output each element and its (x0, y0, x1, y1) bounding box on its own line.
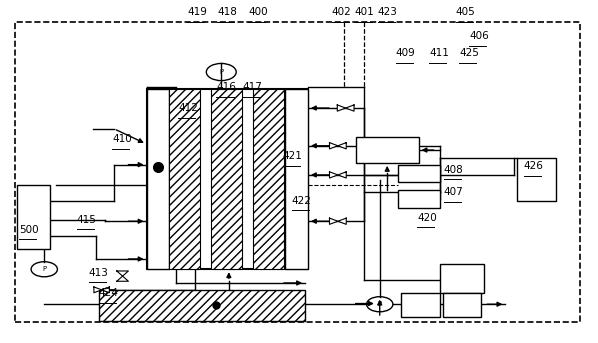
Text: 406: 406 (469, 31, 489, 41)
Text: 400: 400 (248, 7, 268, 17)
Bar (253, 89, 284, 269)
Polygon shape (117, 271, 129, 276)
Polygon shape (329, 218, 338, 224)
Text: 408: 408 (444, 165, 463, 175)
Text: 421: 421 (283, 151, 303, 161)
Text: P: P (378, 301, 382, 307)
Polygon shape (337, 105, 346, 111)
Polygon shape (117, 276, 129, 281)
Polygon shape (338, 172, 346, 178)
Text: 416: 416 (216, 82, 236, 93)
Bar (169, 89, 200, 269)
Bar (211, 89, 242, 269)
Text: 411: 411 (429, 48, 449, 58)
Text: 412: 412 (178, 103, 198, 113)
Polygon shape (329, 172, 338, 178)
Bar (15, 22, 580, 322)
Polygon shape (338, 218, 346, 224)
Text: 419: 419 (187, 7, 207, 17)
Polygon shape (338, 143, 346, 149)
Text: 409: 409 (396, 48, 416, 58)
Polygon shape (94, 287, 102, 293)
Text: 424: 424 (99, 288, 118, 298)
Text: P: P (219, 69, 223, 75)
Bar (443, 293, 481, 317)
Text: 417: 417 (242, 82, 262, 93)
Text: 413: 413 (89, 268, 108, 278)
Polygon shape (329, 143, 338, 149)
Text: 422: 422 (292, 196, 312, 206)
Text: 410: 410 (112, 134, 132, 144)
Bar (147, 89, 169, 269)
Bar (401, 293, 440, 317)
Bar (147, 89, 308, 269)
Bar (356, 137, 419, 163)
Bar (99, 290, 305, 321)
Text: 420: 420 (417, 213, 437, 223)
Bar (440, 264, 484, 293)
Polygon shape (346, 105, 354, 111)
Text: 423: 423 (378, 7, 398, 17)
Text: 425: 425 (459, 48, 479, 58)
Text: 426: 426 (524, 161, 544, 172)
Text: 401: 401 (355, 7, 374, 17)
Bar (285, 89, 308, 269)
Bar (398, 165, 440, 182)
Bar (17, 185, 50, 249)
Polygon shape (102, 287, 109, 293)
Text: 407: 407 (444, 187, 463, 197)
Text: 402: 402 (332, 7, 352, 17)
Text: 415: 415 (77, 214, 96, 225)
Text: 418: 418 (217, 7, 237, 17)
Text: P: P (42, 266, 46, 272)
Bar (517, 158, 556, 201)
Bar (398, 190, 440, 208)
Text: 405: 405 (456, 7, 475, 17)
Text: 500: 500 (19, 225, 39, 235)
